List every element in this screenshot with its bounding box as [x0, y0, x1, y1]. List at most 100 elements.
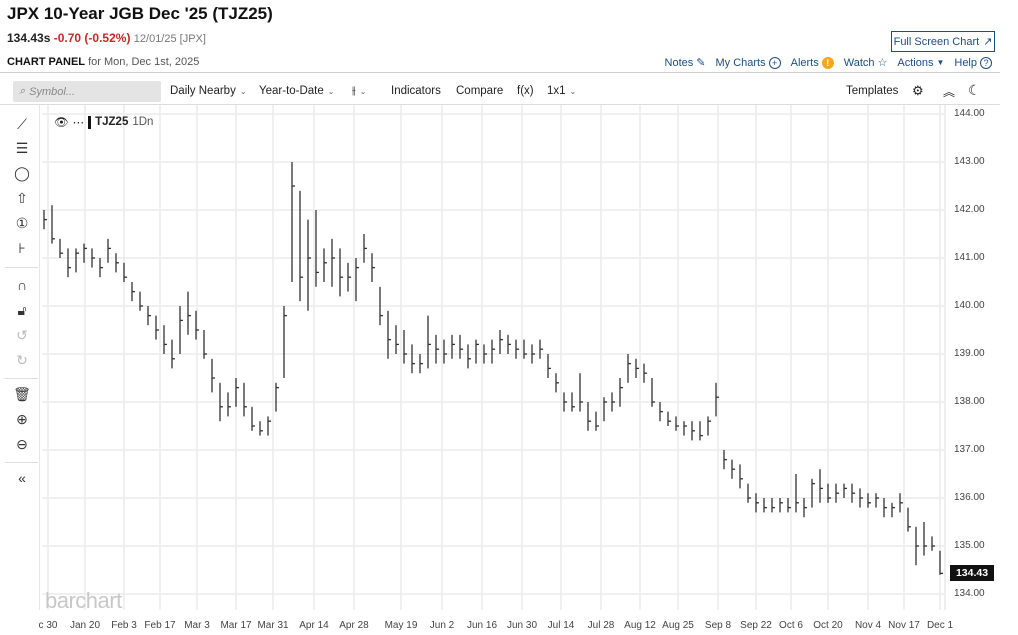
- chevron-down-icon: ⌄: [327, 87, 335, 96]
- more-icon[interactable]: ⋯: [72, 117, 85, 129]
- ohlc-bar: [507, 334, 511, 354]
- ohlc-bar: [523, 339, 527, 359]
- alert-icon: !: [821, 56, 834, 69]
- dark-mode-moon-icon[interactable]: ☾: [968, 82, 981, 98]
- ohlc-bars-icon: ⫲: [352, 85, 356, 97]
- ohlc-bar: [227, 392, 231, 417]
- y-tick-label: 140.00: [954, 300, 985, 311]
- x-tick-label: Oct 6: [779, 620, 803, 631]
- ohlc-bar: [667, 411, 671, 426]
- zoom-in-icon[interactable]: ⊕: [16, 410, 28, 427]
- x-tick-label: Nov 17: [888, 620, 920, 631]
- frequency-dropdown[interactable]: Daily Nearby ⌄: [170, 85, 247, 97]
- ohlc-bar: [59, 238, 63, 258]
- ohlc-bar: [571, 392, 575, 412]
- my-charts-label: My Charts: [715, 56, 766, 69]
- ohlc-bar: [531, 344, 535, 364]
- ohlc-bar: [219, 382, 223, 422]
- help-link[interactable]: Help?: [954, 56, 992, 69]
- ohlc-bar: [691, 421, 695, 441]
- x-tick-label: Jun 30: [506, 620, 538, 631]
- zoom-out-icon[interactable]: ⊖: [16, 435, 28, 452]
- ohlc-bar: [299, 190, 303, 302]
- arrow-up-tool-icon[interactable]: ⇧: [16, 189, 28, 206]
- ohlc-bar: [803, 498, 807, 518]
- indicators-button[interactable]: Indicators: [391, 85, 441, 97]
- ohlc-bar: [179, 306, 183, 354]
- ohlc-bar: [323, 248, 327, 282]
- x-tick-label: Oct 20: [813, 620, 843, 631]
- compare-button[interactable]: Compare: [456, 85, 504, 97]
- price-change: -0.70 (-0.52%): [53, 31, 131, 45]
- full-screen-chart-button[interactable]: Full Screen Chart ↗: [891, 31, 995, 52]
- x-tick-label: Aug 25: [662, 620, 694, 631]
- ohlc-bar: [651, 378, 655, 407]
- ohlc-bar: [99, 258, 103, 278]
- actions-label: Actions: [897, 56, 934, 69]
- x-tick-label: Mar 3: [184, 620, 210, 631]
- fibonacci-tool-icon[interactable]: ☰: [15, 139, 29, 156]
- trash-icon[interactable]: 🗑︎: [13, 385, 31, 402]
- ohlc-bar: [547, 354, 551, 378]
- my-charts-link[interactable]: My Charts +: [715, 56, 781, 69]
- actions-menu[interactable]: Actions ▼: [897, 57, 944, 69]
- eye-icon[interactable]: 👁︎: [54, 117, 69, 129]
- templates-button[interactable]: Templates: [846, 85, 899, 97]
- ohlc-bar: [131, 282, 135, 302]
- ohlc-bar: [107, 238, 111, 263]
- price-chart[interactable]: [42, 105, 948, 610]
- chart-type-dropdown[interactable]: ⫲ ⌄: [352, 85, 366, 98]
- collapse-toolbar-icon[interactable]: «: [18, 470, 26, 486]
- x-tick-label: May 19: [384, 620, 418, 631]
- ohlc-bar: [467, 344, 471, 369]
- ohlc-bar: [155, 315, 159, 340]
- ohlc-bar: [627, 354, 631, 383]
- ohlc-bar: [331, 238, 335, 287]
- number-marker-icon[interactable]: ①: [15, 214, 29, 231]
- page-title: JPX 10-Year JGB Dec '25 (TJZ25): [7, 4, 273, 23]
- redo-icon[interactable]: ↻: [16, 351, 28, 368]
- x-tick-label: Sep 22: [740, 620, 772, 631]
- edit-icon: ✎: [696, 57, 706, 69]
- x-tick-label: Feb 17: [144, 620, 176, 631]
- symbol-search-input[interactable]: ⌕ Symbol...: [13, 81, 161, 102]
- ohlc-bar: [147, 306, 151, 326]
- ohlc-bar: [419, 354, 423, 374]
- ohlc-bar: [875, 493, 879, 508]
- gear-icon[interactable]: ⚙: [912, 83, 924, 98]
- last-price-tag: 134.43: [950, 565, 994, 582]
- watch-link[interactable]: Watch ☆: [844, 56, 888, 70]
- notes-link[interactable]: Notes ✎: [665, 56, 706, 70]
- divider: [5, 462, 38, 463]
- ohlc-bar: [379, 286, 383, 326]
- alerts-link[interactable]: Alerts!: [791, 56, 834, 69]
- ohlc-bar: [819, 469, 823, 503]
- trendline-tool-icon[interactable]: ⟋: [17, 115, 27, 132]
- ohlc-bar: [611, 392, 615, 412]
- range-label: Year-to-Date: [259, 85, 324, 97]
- y-tick-label: 137.00: [954, 444, 985, 455]
- ohlc-bar: [739, 464, 743, 489]
- ohlc-bar: [187, 291, 191, 335]
- magnet-icon[interactable]: ∩: [16, 277, 28, 293]
- ohlc-bar: [435, 334, 439, 364]
- ohlc-bar: [275, 382, 279, 412]
- shape-tool-icon[interactable]: ◯: [14, 164, 30, 181]
- ohlc-bar: [243, 382, 247, 417]
- layout-label: 1x1: [547, 85, 566, 97]
- full-screen-label: Full Screen Chart: [893, 35, 980, 48]
- layout-dropdown[interactable]: 1x1 ⌄: [547, 85, 576, 97]
- unlock-icon[interactable]: 🔓︎: [17, 301, 27, 318]
- ohlc-bar: [787, 498, 791, 513]
- measure-tool-icon[interactable]: ⊦: [18, 239, 26, 256]
- fx-button[interactable]: f(x): [517, 85, 534, 97]
- chevron-down-icon: ⌄: [359, 87, 367, 96]
- collapse-icon[interactable]: ︽: [943, 85, 956, 99]
- ohlc-bar: [355, 258, 359, 302]
- undo-icon[interactable]: ↺: [16, 326, 28, 343]
- range-dropdown[interactable]: Year-to-Date ⌄: [259, 85, 334, 97]
- help-label: Help: [954, 56, 977, 69]
- x-tick-label: Jul 28: [587, 620, 615, 631]
- ohlc-bar: [619, 378, 623, 407]
- star-icon: ☆: [877, 57, 888, 69]
